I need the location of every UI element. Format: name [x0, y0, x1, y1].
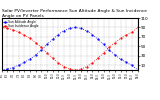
Text: Solar PV/Inverter Performance Sun Altitude Angle & Sun Incidence Angle on PV Pan: Solar PV/Inverter Performance Sun Altitu… [2, 9, 147, 18]
Legend: Sun Altitude Angle, Sun Incidence Angle: Sun Altitude Angle, Sun Incidence Angle [3, 20, 39, 28]
